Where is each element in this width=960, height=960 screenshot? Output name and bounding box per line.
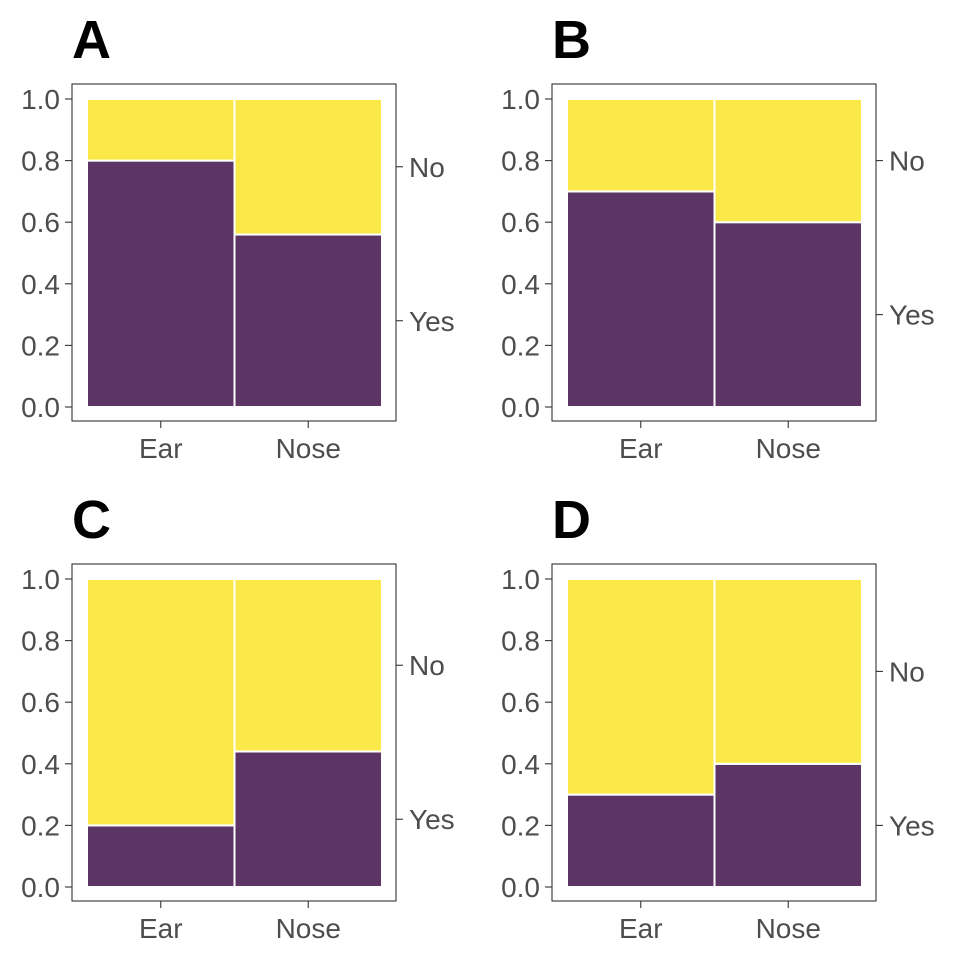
mosaic-cell-yes-ear <box>566 793 716 889</box>
x-tick-label: Nose <box>756 913 821 944</box>
x-tick-label: Ear <box>139 433 183 464</box>
right-label-no: No <box>889 656 925 687</box>
right-label-yes: Yes <box>409 804 455 835</box>
panel-frame <box>551 83 877 422</box>
y-tick-label: 1.0 <box>21 84 60 115</box>
mosaic-cell-no-nose <box>233 578 383 753</box>
mosaic-cell-no-ear <box>86 98 236 162</box>
mosaic-cell-yes-nose <box>713 221 863 408</box>
mosaic-cell-no-ear <box>566 578 716 796</box>
y-tick-label: 0.6 <box>21 207 60 238</box>
mosaic-cell-no-nose <box>713 98 863 224</box>
y-tick-label: 0.6 <box>501 207 540 238</box>
mosaic-cell-yes-ear <box>86 159 236 408</box>
y-tick-label: 0.2 <box>21 330 60 361</box>
panel-frame <box>71 83 397 422</box>
mosaic-cell-yes-ear <box>86 824 236 888</box>
mosaic-cell-no-ear <box>86 578 236 827</box>
y-tick-label: 0.6 <box>501 687 540 718</box>
mosaic-cell-no-nose <box>713 578 863 765</box>
mosaic-cell-yes-nose <box>233 233 383 408</box>
y-tick-label: 0.8 <box>21 626 60 657</box>
mosaic-cell-yes-nose <box>713 762 863 888</box>
x-tick-label: Ear <box>619 433 663 464</box>
panel-label: A <box>72 10 111 70</box>
right-label-yes: Yes <box>409 306 455 337</box>
y-tick-label: 1.0 <box>501 84 540 115</box>
y-tick-label: 0.6 <box>21 687 60 718</box>
y-tick-label: 0.4 <box>21 749 60 780</box>
right-label-yes: Yes <box>889 300 935 331</box>
y-tick-label: 0.8 <box>501 626 540 657</box>
right-label-yes: Yes <box>889 810 935 841</box>
y-tick-label: 0.2 <box>501 810 540 841</box>
y-tick-label: 0.2 <box>21 810 60 841</box>
mosaic-cell-yes-ear <box>566 190 716 408</box>
y-tick-label: 0.8 <box>21 146 60 177</box>
y-tick-label: 0.4 <box>501 269 540 300</box>
right-label-no: No <box>889 146 925 177</box>
y-tick-label: 0.0 <box>501 872 540 903</box>
panel-label: C <box>72 490 111 550</box>
x-tick-label: Nose <box>756 433 821 464</box>
panel-c: C Ear Nose 0.0 0.2 0.4 0.6 0.8 1.0 No Yes <box>21 490 455 944</box>
y-tick-label: 0.4 <box>21 269 60 300</box>
panel-frame <box>551 563 877 902</box>
panel-frame <box>71 563 397 902</box>
x-tick-label: Nose <box>276 433 341 464</box>
y-tick-label: 0.8 <box>501 146 540 177</box>
y-tick-label: 0.4 <box>501 749 540 780</box>
panel-label: D <box>552 490 591 550</box>
panel-label: B <box>552 10 591 70</box>
mosaic-cell-no-nose <box>233 98 383 236</box>
mosaic-cell-no-ear <box>566 98 716 193</box>
mosaic-cell-yes-nose <box>233 750 383 889</box>
panel-d: D Ear Nose 0.0 0.2 0.4 0.6 0.8 1.0 No Yes <box>501 490 935 944</box>
right-label-no: No <box>409 650 445 681</box>
x-tick-label: Nose <box>276 913 341 944</box>
panel-b: B Ear Nose 0.0 0.2 0.4 0.6 0.8 1.0 No Yes <box>501 10 935 464</box>
x-tick-label: Ear <box>139 913 183 944</box>
y-tick-label: 0.2 <box>501 330 540 361</box>
y-tick-label: 0.0 <box>501 392 540 423</box>
y-tick-label: 1.0 <box>21 564 60 595</box>
y-tick-label: 1.0 <box>501 564 540 595</box>
right-label-no: No <box>409 152 445 183</box>
panel-a: A Ear Nose 0.0 0.2 0.4 0.6 0.8 1.0 No Yes <box>21 10 455 464</box>
y-tick-label: 0.0 <box>21 392 60 423</box>
x-tick-label: Ear <box>619 913 663 944</box>
y-tick-label: 0.0 <box>21 872 60 903</box>
